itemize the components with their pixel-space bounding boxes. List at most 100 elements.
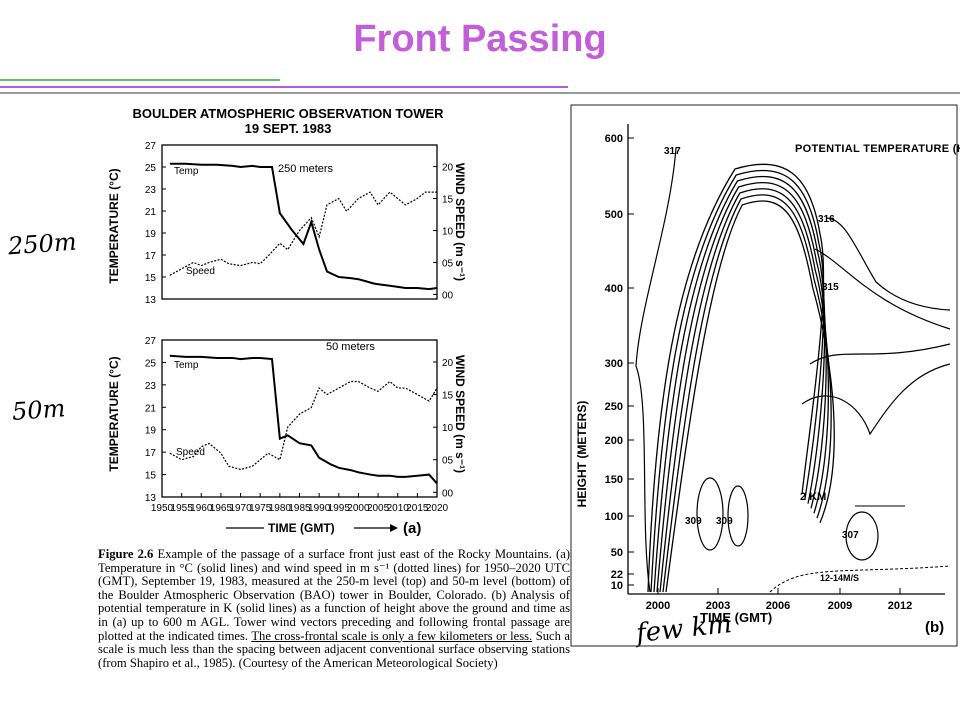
- x-tick-label: 2010: [387, 503, 410, 514]
- top-level-label: 250 meters: [278, 163, 334, 175]
- y2-tick-label: 15: [442, 195, 454, 206]
- bottom-temperature-axis-label: TEMPERATURE (°C): [107, 356, 121, 471]
- panel-b-label: (b): [925, 619, 944, 636]
- bottom-plot-frame: [161, 339, 438, 498]
- temperature-series-line: [169, 354, 438, 485]
- y-tick-label: 27: [145, 336, 157, 347]
- x-tick-label: 1955: [171, 503, 194, 514]
- y2-tick-label: 20: [442, 163, 454, 174]
- scale-2km-label: 2 KM: [800, 491, 826, 503]
- wind-speed-note: 12-14M/S: [820, 573, 859, 583]
- x-tick-label: 1975: [249, 503, 272, 514]
- bottom-time-axis-label: TIME (GMT): [268, 521, 335, 535]
- y-tick-label: 21: [145, 403, 157, 414]
- potential-temperature-contour: [650, 169, 825, 593]
- potential-temperature-contour: [653, 175, 826, 593]
- temperature-series-line: [169, 162, 438, 291]
- height-tick-label: 600: [605, 133, 623, 145]
- y-tick-label: 15: [145, 471, 157, 482]
- panel-a-label: (a): [403, 520, 421, 537]
- chart-a-title: BOULDER ATMOSPHERIC OBSERVATION TOWER: [132, 106, 444, 121]
- dashed-frontal-boundary: [769, 565, 951, 593]
- bottom-level-label: 50 meters: [326, 341, 375, 353]
- height-tick-label: 50: [611, 547, 623, 559]
- y-tick-label: 23: [145, 185, 157, 196]
- y2-tick-label: 10: [442, 423, 454, 434]
- top-speed-series-label: Speed: [186, 266, 215, 277]
- y2-tick-label: 10: [442, 226, 454, 237]
- height-tick-label: 500: [605, 209, 623, 221]
- x-tick-label: 1985: [288, 503, 311, 514]
- y-tick-label: 17: [145, 448, 157, 459]
- time-tick-label: 2006: [766, 600, 790, 612]
- y-tick-label: 15: [145, 273, 157, 284]
- chart-a-subtitle: 19 SEPT. 1983: [245, 121, 332, 136]
- y-tick-label: 25: [145, 358, 157, 369]
- potential-temperature-contour: [825, 217, 951, 311]
- potential-temperature-contour: [665, 200, 835, 593]
- top-temp-series-label: Temp: [174, 166, 199, 177]
- panel-b-time-axis-label: TIME (GMT): [700, 610, 772, 625]
- y-tick-label: 25: [145, 163, 157, 174]
- potential-temperature-contour: [809, 343, 951, 365]
- potential-temperature-contour: [801, 363, 951, 436]
- panel-b-border: [570, 104, 958, 647]
- figure-caption: Figure 2.6 Example of the passage of a s…: [98, 547, 571, 670]
- caption-figure-label: Figure 2.6: [98, 547, 154, 561]
- panel-b-height-axis-label: HEIGHT (METERS): [575, 401, 589, 508]
- height-tick-label: 400: [605, 283, 623, 295]
- y-tick-label: 27: [145, 141, 157, 152]
- height-tick-label: 150: [605, 474, 623, 486]
- wind-speed-series-line: [169, 191, 437, 276]
- potential-temperature-contour: [635, 147, 677, 593]
- height-tick-label: 10: [611, 580, 623, 592]
- caption-text: Example of the passage of a surface fron…: [98, 547, 571, 643]
- time-tick-label: 2012: [888, 600, 912, 612]
- height-tick-label: 100: [605, 511, 623, 523]
- x-tick-label: 1965: [210, 503, 233, 514]
- y2-tick-label: 15: [442, 391, 454, 402]
- top-temperature-axis-label: TEMPERATURE (°C): [107, 168, 121, 283]
- y2-tick-label: 05: [442, 456, 454, 467]
- potential-temperature-contour: [656, 182, 827, 593]
- handwritten-250m-note: 250m: [7, 227, 78, 261]
- y-tick-label: 19: [145, 229, 157, 240]
- closed-contour-309: [696, 477, 724, 551]
- title-rule-gray: [0, 92, 960, 94]
- bottom-wind-axis-label: WIND SPEED (m s⁻¹): [453, 355, 467, 473]
- y-tick-label: 17: [145, 251, 157, 262]
- contour-value-label: 309: [685, 516, 702, 527]
- y2-tick-label: 00: [442, 488, 454, 499]
- wind-speed-series-line: [169, 380, 438, 471]
- caption-underlined-text: The cross-frontal scale is only a few ki…: [251, 628, 533, 643]
- x-tick-label: 2020: [426, 503, 449, 514]
- time-axis-arrowhead: [390, 524, 398, 532]
- handwritten-50m-note: 50m: [11, 394, 67, 426]
- y-tick-label: 13: [145, 493, 157, 504]
- x-tick-label: 2005: [367, 503, 390, 514]
- panel-a-figure: BOULDER ATMOSPHERIC OBSERVATION TOWER 19…: [107, 106, 467, 537]
- y-tick-label: 19: [145, 426, 157, 437]
- closed-contour-307: [845, 511, 879, 561]
- y-tick-label: 21: [145, 207, 157, 218]
- title-rule-green: [0, 79, 280, 81]
- y-tick-label: 13: [145, 295, 157, 306]
- y-tick-label: 23: [145, 381, 157, 392]
- x-tick-label: 1950: [151, 503, 174, 514]
- closed-contour-309b: [727, 485, 749, 547]
- height-tick-label: 250: [605, 401, 623, 413]
- panel-b-title: POTENTIAL TEMPERATURE (K): [795, 143, 960, 155]
- bottom-temp-series-label: Temp: [174, 360, 199, 371]
- contour-value-label: 315: [822, 282, 839, 293]
- x-tick-label: 1990: [308, 503, 331, 514]
- bottom-speed-series-label: Speed: [176, 447, 205, 458]
- y2-tick-label: 05: [442, 258, 454, 269]
- caption-text-continued: Such a scale is much less than the spaci…: [98, 628, 570, 670]
- top-wind-axis-label: WIND SPEED (m s⁻¹): [453, 163, 467, 281]
- top-plot-frame: [161, 144, 438, 300]
- slide-title: Front Passing: [353, 18, 607, 60]
- y2-tick-label: 00: [442, 290, 454, 301]
- contour-value-label: 309: [716, 516, 733, 527]
- height-tick-label: 300: [605, 358, 623, 370]
